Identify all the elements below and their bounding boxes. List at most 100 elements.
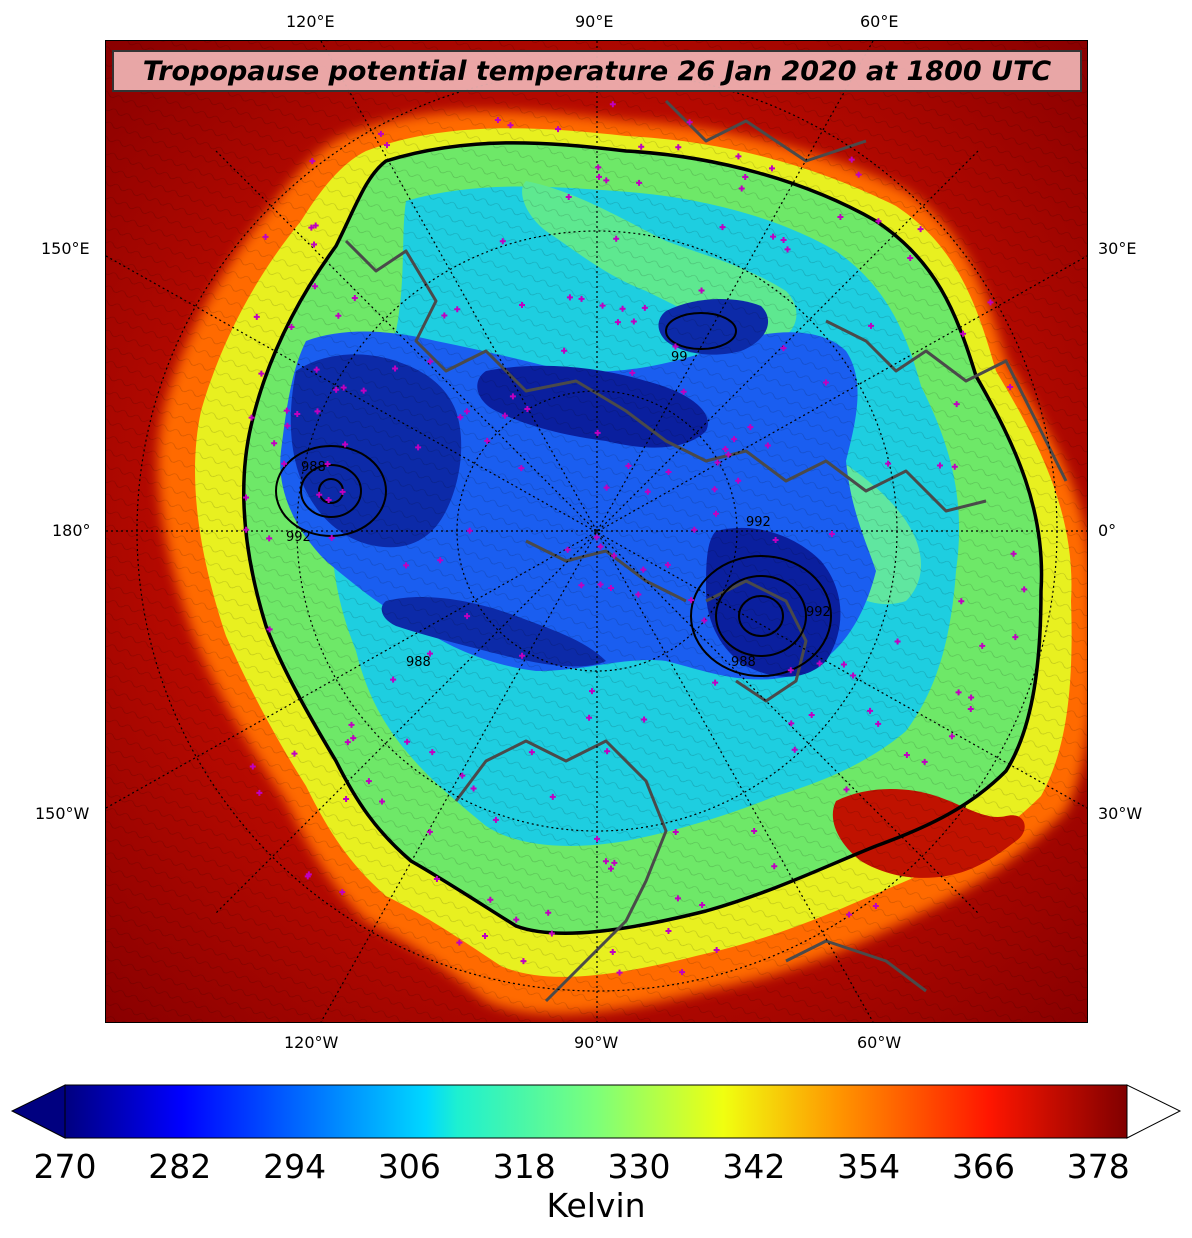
station-marker <box>256 789 263 796</box>
station-marker <box>507 122 514 129</box>
station-marker <box>340 384 347 391</box>
station-marker <box>629 369 636 376</box>
station-marker <box>772 536 779 543</box>
colorbar-tick-label: 282 <box>148 1147 212 1186</box>
station-marker <box>312 222 319 229</box>
station-marker <box>314 408 321 415</box>
colorbar-tick-label: 294 <box>263 1147 327 1186</box>
station-marker <box>459 772 466 779</box>
station-marker <box>672 343 679 350</box>
station-marker <box>609 949 616 956</box>
station-marker <box>390 676 397 683</box>
station-marker <box>608 865 615 872</box>
station-marker <box>365 778 372 785</box>
station-marker <box>698 287 705 294</box>
station-marker <box>713 946 720 953</box>
station-marker <box>843 786 850 793</box>
station-marker <box>304 873 311 880</box>
station-marker <box>780 345 787 352</box>
station-marker <box>437 557 444 564</box>
lon-label-right: 30°E <box>1098 239 1137 258</box>
station-marker <box>291 750 298 757</box>
station-marker <box>641 716 648 723</box>
pressure-label: 988 <box>731 655 756 670</box>
station-marker <box>665 468 672 475</box>
station-marker <box>441 312 448 319</box>
station-marker <box>311 241 318 248</box>
colorbar-gradient <box>64 1084 1128 1139</box>
station-marker <box>482 933 489 939</box>
station-marker <box>712 510 719 517</box>
station-marker <box>714 459 721 466</box>
station-marker <box>561 347 568 354</box>
lon-label-top: 60°E <box>860 12 899 31</box>
station-marker <box>594 429 601 436</box>
colorbar-tick-label: 318 <box>492 1147 556 1186</box>
station-marker <box>594 835 601 842</box>
station-marker <box>747 424 754 431</box>
station-marker <box>351 295 358 302</box>
station-marker <box>456 939 463 946</box>
station-marker <box>903 751 910 758</box>
station-marker <box>524 406 531 413</box>
station-marker <box>311 283 318 290</box>
station-marker <box>578 582 585 589</box>
station-marker <box>630 318 637 325</box>
station-marker <box>875 218 882 225</box>
colorbar-tick-label: 270 <box>33 1147 97 1186</box>
station-marker <box>664 561 671 568</box>
station-marker <box>1012 634 1019 641</box>
colorbar-underflow-arrow <box>10 1084 66 1139</box>
station-marker <box>816 660 823 667</box>
station-marker <box>968 694 975 701</box>
station-marker <box>771 863 778 870</box>
station-marker <box>266 626 273 633</box>
station-marker <box>640 566 647 573</box>
station-marker <box>595 164 602 171</box>
station-marker <box>768 165 775 172</box>
station-marker <box>339 488 346 495</box>
station-marker <box>348 721 355 728</box>
pressure-label: 988 <box>301 460 326 475</box>
station-marker <box>565 193 572 200</box>
station-marker <box>788 720 795 727</box>
station-marker <box>593 534 600 541</box>
station-marker <box>308 224 315 231</box>
station-marker <box>672 829 679 836</box>
station-marker <box>284 422 291 429</box>
station-marker <box>607 584 614 591</box>
station-marker <box>955 689 962 696</box>
station-marker <box>638 143 645 150</box>
station-marker <box>625 462 632 469</box>
pressure-labels: 992 988 992 988 992 988 99 <box>286 350 831 670</box>
station-marker <box>426 650 433 657</box>
colorbar-tick-label: 366 <box>951 1147 1015 1186</box>
station-marker <box>701 617 708 624</box>
station-marker <box>867 707 874 714</box>
lon-label-left: 150°E <box>41 239 90 258</box>
station-marker <box>518 465 525 472</box>
station-marker <box>1021 586 1028 593</box>
station-marker <box>328 534 335 541</box>
station-marker <box>324 461 331 468</box>
station-marker <box>555 126 562 133</box>
station-marker <box>822 379 829 386</box>
station-marker <box>588 688 595 695</box>
pressure-label: 992 <box>286 530 311 545</box>
station-marker <box>616 969 623 976</box>
colorbar-tick-label: 330 <box>607 1147 671 1186</box>
station-marker <box>894 638 901 645</box>
station-marker <box>383 142 390 149</box>
station-marker <box>948 733 955 740</box>
station-marker <box>770 233 777 240</box>
station-marker <box>837 214 844 221</box>
station-marker <box>499 238 506 245</box>
station-marker <box>675 144 682 151</box>
station-marker <box>415 444 422 451</box>
station-marker <box>787 667 794 674</box>
station-marker <box>404 738 411 745</box>
colorbar-tick-label: 378 <box>1066 1147 1130 1186</box>
station-marker <box>855 171 862 178</box>
station-marker <box>597 581 604 588</box>
station-marker <box>921 758 928 765</box>
